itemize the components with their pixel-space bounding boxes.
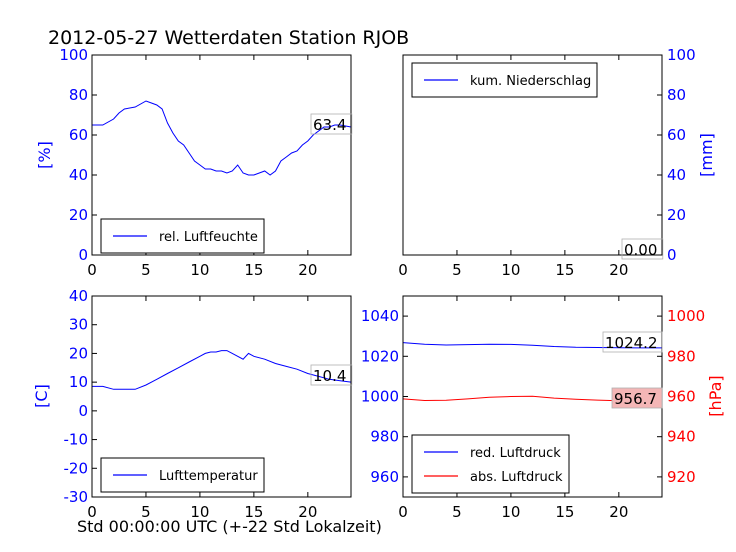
x-tick-label: 5 bbox=[452, 261, 462, 279]
y-tick-label: 80 bbox=[667, 86, 686, 104]
x-tick-label: 5 bbox=[141, 503, 151, 521]
axes-frame bbox=[402, 54, 663, 256]
x-tick-label: 20 bbox=[609, 261, 628, 279]
y-tick-label: 20 bbox=[69, 206, 88, 224]
value-annotation-box bbox=[621, 238, 664, 260]
humidity-axes: 0 5 10 15 20 0 20 40 60 80 100 [%] rel. Luftfeuchte 6… bbox=[35, 46, 353, 279]
y-tick-label: 100 bbox=[59, 46, 88, 64]
x-tick-label: 15 bbox=[244, 261, 263, 279]
value-annotation: 1024.2 bbox=[605, 334, 658, 352]
y-tick-label: 940 bbox=[667, 428, 696, 446]
x-tick-label: 20 bbox=[298, 503, 317, 521]
x-tick-label: 0 bbox=[87, 503, 97, 521]
y-tick-label: 980 bbox=[667, 347, 696, 365]
legend-label: Lufttemperatur bbox=[159, 469, 258, 484]
x-tick-label: 0 bbox=[398, 261, 408, 279]
value-annotation: 63.4 bbox=[313, 116, 346, 134]
x-tick-label: 10 bbox=[190, 261, 209, 279]
x-tick-label: 20 bbox=[298, 261, 317, 279]
y-tick-label: 40 bbox=[69, 166, 88, 184]
y-tick-label: 1000 bbox=[361, 388, 399, 406]
y-tick-label: 60 bbox=[69, 126, 88, 144]
y-tick-label: 20 bbox=[69, 344, 88, 362]
y-tick-label: 0 bbox=[667, 246, 677, 264]
x-tick-label: 10 bbox=[501, 261, 520, 279]
axes-frame bbox=[91, 54, 352, 256]
y-axis-label: [%] bbox=[35, 141, 54, 169]
x-tick-label: 15 bbox=[555, 261, 574, 279]
y-tick-label: 0 bbox=[78, 402, 88, 420]
pressure-axes: 0 5 10 15 20 960 980 1000 1020 1040 920 940 960 980 10… bbox=[361, 295, 725, 521]
y-tick-label: -30 bbox=[64, 488, 89, 506]
x-tick-label: 0 bbox=[398, 503, 408, 521]
value-annotation: 0.00 bbox=[624, 241, 657, 259]
y-tick-label: 960 bbox=[370, 468, 399, 486]
y-tick-label: 920 bbox=[667, 468, 696, 486]
y-tick-label: 1000 bbox=[667, 307, 705, 325]
y-tick-label: 80 bbox=[69, 86, 88, 104]
axes-frame bbox=[91, 295, 352, 498]
value-annotation-box bbox=[310, 113, 353, 135]
y-tick-label: 960 bbox=[667, 388, 696, 406]
x-tick-label: 15 bbox=[555, 503, 574, 521]
value-annotation: 10.4 bbox=[313, 367, 346, 385]
figure-title: 2012-05-27 Wetterdaten Station RJOB bbox=[48, 27, 409, 49]
y-tick-label: 0 bbox=[78, 246, 88, 264]
x-tick-label: 15 bbox=[244, 503, 263, 521]
x-axis-label: Std 00:00:00 UTC (+-22 Std Lokalzeit) bbox=[77, 517, 382, 536]
x-tick-label: 0 bbox=[87, 261, 97, 279]
value-annotation-box bbox=[602, 331, 663, 353]
y-tick-label: -20 bbox=[64, 459, 89, 477]
x-tick-label: 10 bbox=[501, 503, 520, 521]
y-tick-label: 20 bbox=[667, 206, 686, 224]
legend-label: abs. Luftdruck bbox=[470, 470, 563, 485]
x-tick-label: 5 bbox=[452, 503, 462, 521]
legend-label: red. Luftdruck bbox=[470, 446, 561, 461]
value-annotation-box bbox=[611, 387, 663, 409]
x-tick-label: 5 bbox=[141, 261, 151, 279]
y-axis-label: [mm] bbox=[697, 133, 716, 177]
y-tick-label: 40 bbox=[667, 166, 686, 184]
reduced-pressure-line bbox=[402, 342, 662, 349]
y-tick-label: -10 bbox=[64, 431, 89, 449]
y-tick-label: 30 bbox=[69, 316, 88, 334]
temperature-axes: 0 5 10 15 20 -30 -20 -10 0 10 20 30 40 [C] Lufttempera… bbox=[32, 287, 353, 521]
y-tick-label: 980 bbox=[370, 428, 399, 446]
y-axis-label: [hPa] bbox=[706, 375, 725, 416]
y-tick-label: 1040 bbox=[361, 307, 399, 325]
y-tick-label: 60 bbox=[667, 126, 686, 144]
temperature-line bbox=[92, 350, 352, 390]
y-tick-label: 10 bbox=[69, 373, 88, 391]
precipitation-axes: 0 5 10 15 20 0 20 40 60 80 100 [mm] kum. Niederschla… bbox=[398, 46, 716, 279]
y-axis-label: [C] bbox=[32, 384, 51, 408]
y-tick-label: 100 bbox=[667, 46, 696, 64]
value-annotation-box bbox=[310, 364, 353, 386]
value-annotation: 956.7 bbox=[614, 390, 657, 408]
legend-box bbox=[411, 434, 570, 494]
y-tick-label: 1020 bbox=[361, 347, 399, 365]
humidity-line bbox=[92, 100, 352, 176]
legend-label: rel. Luftfeuchte bbox=[159, 230, 258, 245]
legend-label: kum. Niederschlag bbox=[470, 74, 591, 89]
x-tick-label: 20 bbox=[609, 503, 628, 521]
x-tick-label: 10 bbox=[190, 503, 209, 521]
y-tick-label: 40 bbox=[69, 287, 88, 305]
